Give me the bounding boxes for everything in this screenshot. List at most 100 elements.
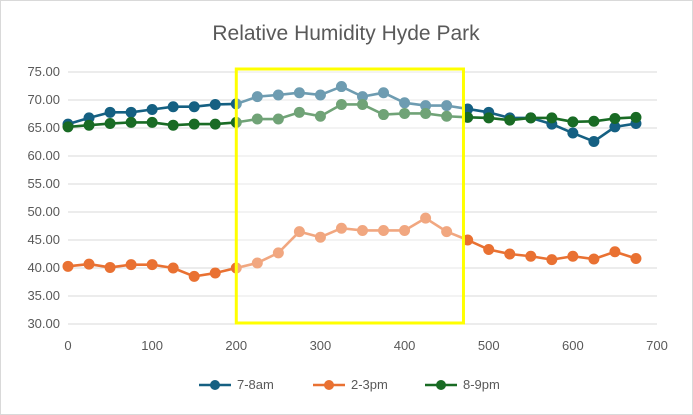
series-line-2-3pm — [67, 216, 637, 278]
data-point — [504, 114, 516, 126]
series-line-7-8am — [67, 85, 637, 143]
data-point — [167, 101, 179, 113]
data-point — [588, 115, 600, 127]
data-point — [399, 224, 411, 236]
data-point — [272, 247, 284, 259]
x-tick-label: 500 — [478, 338, 500, 353]
y-tick-label: 70.00 — [27, 92, 60, 107]
data-point — [441, 100, 453, 112]
data-point — [272, 113, 284, 125]
data-point — [167, 262, 179, 274]
data-point — [378, 109, 390, 121]
data-point — [104, 261, 116, 273]
legend-marker-8-9pm — [436, 380, 446, 390]
legend-label-2-3pm: 2-3pm — [351, 377, 388, 392]
data-point — [293, 106, 305, 118]
legend: 7-8am 2-3pm 8-9pm — [199, 377, 500, 392]
data-point — [420, 107, 432, 119]
data-point — [146, 259, 158, 271]
series-layer — [62, 81, 642, 282]
data-point — [62, 121, 74, 133]
data-point — [441, 110, 453, 122]
data-point — [251, 113, 263, 125]
data-point — [630, 111, 642, 123]
y-tick-label: 40.00 — [27, 260, 60, 275]
data-point — [146, 116, 158, 128]
data-point — [293, 87, 305, 99]
data-point — [146, 104, 158, 116]
data-point — [251, 257, 263, 269]
data-point — [420, 212, 432, 224]
data-point — [630, 252, 642, 264]
y-tick-label: 30.00 — [27, 316, 60, 331]
data-point — [125, 259, 137, 271]
data-point — [335, 81, 347, 93]
data-point — [83, 119, 95, 131]
data-point — [441, 226, 453, 238]
data-point — [609, 112, 621, 124]
data-point — [62, 260, 74, 272]
data-point — [335, 98, 347, 110]
data-point — [104, 118, 116, 130]
data-point — [125, 106, 137, 118]
data-point — [399, 107, 411, 119]
data-point — [546, 254, 558, 266]
x-tick-label: 600 — [562, 338, 584, 353]
data-point — [483, 244, 495, 256]
data-point — [251, 91, 263, 103]
data-point — [125, 116, 137, 128]
data-point — [293, 226, 305, 238]
data-point — [357, 98, 368, 110]
data-point — [567, 250, 579, 262]
data-point — [188, 101, 200, 113]
data-point — [588, 135, 600, 147]
legend-marker-7-8am — [210, 380, 220, 390]
y-tick-label: 75.00 — [27, 64, 60, 79]
data-point — [504, 248, 516, 260]
y-tick-label: 60.00 — [27, 148, 60, 163]
highlight-box — [234, 67, 465, 325]
legend-marker-2-3pm — [324, 380, 334, 390]
data-point — [609, 246, 621, 258]
y-tick-label: 55.00 — [27, 176, 60, 191]
data-point — [272, 89, 284, 101]
x-tick-label: 0 — [64, 338, 71, 353]
data-point — [483, 112, 495, 124]
data-point — [335, 222, 347, 234]
data-point — [525, 112, 537, 124]
data-point — [357, 224, 368, 236]
y-tick-label: 65.00 — [27, 120, 60, 135]
x-tick-label: 200 — [225, 338, 247, 353]
legend-label-7-8am: 7-8am — [237, 377, 274, 392]
x-tick-label: 100 — [141, 338, 163, 353]
data-point — [546, 112, 558, 124]
data-point — [314, 231, 326, 243]
chart-title: Relative Humidity Hyde Park — [212, 22, 480, 45]
x-tick-label: 700 — [646, 338, 668, 353]
data-point — [209, 98, 221, 110]
series-line-8-9pm — [67, 103, 637, 129]
data-point — [209, 267, 221, 279]
data-point — [188, 270, 200, 282]
highlight-region — [234, 67, 465, 325]
x-tick-label: 300 — [310, 338, 332, 353]
data-point — [525, 250, 537, 262]
data-point — [378, 224, 390, 236]
data-point — [399, 97, 411, 109]
data-point — [378, 87, 390, 99]
data-point — [167, 119, 179, 131]
data-point — [314, 110, 326, 122]
data-point — [588, 253, 600, 265]
data-point — [83, 258, 95, 270]
data-point — [567, 127, 579, 139]
data-point — [567, 116, 579, 128]
data-point — [104, 106, 116, 118]
data-point — [209, 118, 221, 130]
y-tick-label: 50.00 — [27, 204, 60, 219]
y-tick-label: 35.00 — [27, 288, 60, 303]
legend-label-8-9pm: 8-9pm — [463, 377, 500, 392]
data-point — [188, 118, 200, 130]
x-tick-label: 400 — [394, 338, 416, 353]
y-tick-label: 45.00 — [27, 232, 60, 247]
